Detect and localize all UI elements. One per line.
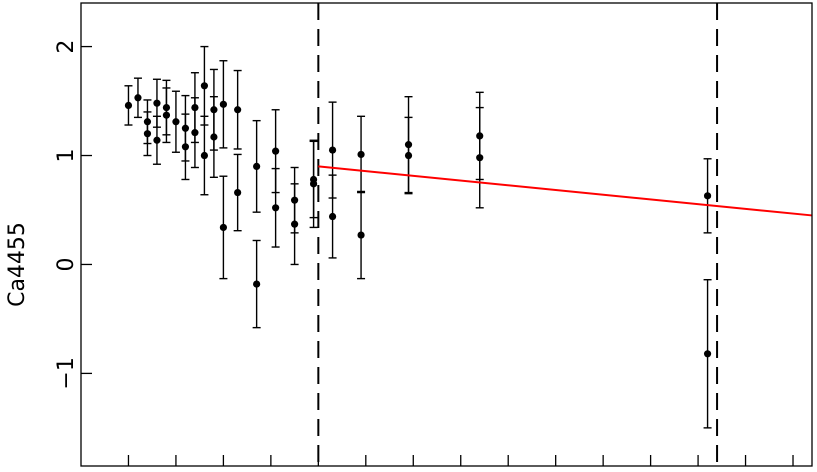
y-tick-label: 2 bbox=[54, 40, 79, 54]
fit-line bbox=[318, 165, 813, 217]
data-point bbox=[291, 220, 299, 228]
data-point bbox=[476, 132, 484, 140]
fit-line-group bbox=[318, 165, 813, 217]
data-point bbox=[328, 146, 337, 154]
data-point bbox=[219, 223, 228, 232]
y-axis-label: Ca4455 bbox=[5, 222, 30, 307]
data-point bbox=[172, 118, 180, 126]
data-point bbox=[191, 129, 199, 137]
data-point bbox=[272, 204, 280, 212]
data-points bbox=[124, 82, 712, 358]
x-axis bbox=[127, 455, 794, 466]
data-point bbox=[404, 141, 413, 149]
data-point bbox=[124, 101, 133, 110]
data-point bbox=[153, 99, 161, 107]
data-point bbox=[253, 280, 261, 288]
y-tick-label: 0 bbox=[54, 257, 79, 271]
data-point bbox=[210, 133, 218, 141]
y-tick-label: 1 bbox=[54, 149, 79, 163]
data-point bbox=[703, 192, 712, 200]
plot-frame bbox=[80, 2, 813, 467]
data-point bbox=[200, 151, 209, 160]
data-point bbox=[143, 118, 152, 126]
data-point bbox=[234, 188, 242, 197]
data-point bbox=[181, 143, 190, 151]
data-point bbox=[357, 150, 365, 159]
data-point bbox=[153, 136, 161, 144]
data-point bbox=[143, 130, 152, 138]
y-tick-label: −1 bbox=[54, 357, 79, 389]
data-point bbox=[210, 106, 218, 114]
data-point bbox=[309, 180, 318, 188]
error-bars bbox=[124, 45, 712, 429]
data-point bbox=[134, 94, 142, 102]
data-point bbox=[191, 103, 199, 112]
data-point bbox=[162, 103, 171, 112]
data-point bbox=[357, 231, 365, 239]
data-point bbox=[253, 162, 261, 171]
data-point bbox=[703, 350, 712, 358]
data-point bbox=[328, 212, 337, 221]
data-point bbox=[162, 111, 171, 119]
data-point bbox=[200, 82, 209, 90]
data-point bbox=[181, 124, 190, 132]
data-point bbox=[291, 196, 299, 204]
data-point bbox=[272, 147, 280, 155]
data-point bbox=[234, 106, 242, 114]
data-point bbox=[404, 151, 413, 160]
data-point bbox=[476, 154, 484, 162]
data-point bbox=[219, 100, 228, 108]
y-axis: −1 0 1 2 bbox=[54, 40, 92, 390]
guide-lines bbox=[317, 3, 719, 466]
